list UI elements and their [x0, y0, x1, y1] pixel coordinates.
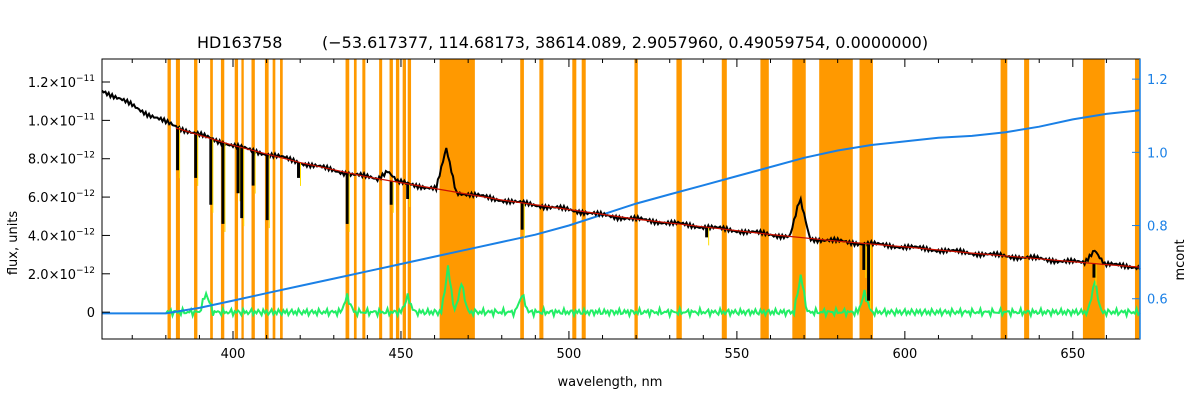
x-tick-label: 650: [1060, 347, 1085, 362]
masked-region: [272, 59, 276, 339]
y-tick-label: 6.0×10−12: [28, 189, 95, 206]
model-line: [175, 127, 1141, 268]
masked-region: [362, 59, 366, 339]
chart-subtitle: (−53.617377, 114.68173, 38614.089, 2.905…: [322, 33, 928, 52]
residual-line: [164, 265, 1141, 320]
y-tick-label: 8.0×10−12: [28, 151, 95, 168]
masked-region: [175, 59, 180, 339]
y-axis-left: 1.2×10−11 1.0×10−11 8.0×10−12 6.0×10−12 4.0×…: [28, 74, 110, 321]
y-axis-title: flux, units: [6, 211, 21, 276]
masked-region: [194, 59, 198, 339]
mcont-line: [102, 109, 1141, 315]
masked-region: [395, 59, 400, 339]
masked-region: [167, 59, 171, 339]
y-tick-label: 2.0×10−12: [28, 266, 95, 283]
masked-region: [721, 59, 727, 339]
y2-tick-label: 0.8: [1147, 220, 1168, 235]
plot-frame: [101, 58, 1141, 340]
masked-region: [353, 59, 357, 339]
x-tick-label: 550: [724, 347, 749, 362]
chart-title: HD163758: [197, 33, 282, 52]
x-tick-label: 500: [557, 347, 582, 362]
masked-region: [792, 59, 806, 339]
masked-region: [1082, 59, 1105, 339]
masked-region: [676, 59, 682, 339]
y2-tick-label: 0.6: [1147, 293, 1168, 308]
x-tick-label: 450: [389, 347, 414, 362]
y-tick-label: 1.2×10−11: [28, 74, 95, 91]
x-tick-label: 600: [892, 347, 917, 362]
y-tick-label: 1.0×10−11: [28, 112, 95, 129]
masked-region: [280, 59, 283, 339]
x-tick-label: 400: [221, 347, 246, 362]
masked-region: [379, 59, 383, 339]
masked-region: [251, 59, 255, 339]
y2-tick-label: 1.2: [1147, 73, 1168, 88]
flux-line: [101, 89, 1141, 271]
masked-region: [760, 59, 769, 339]
y2-axis-title: mcont: [1173, 239, 1188, 280]
masked-region: [234, 59, 239, 339]
masked-region: [581, 59, 586, 339]
masked-region: [1000, 59, 1008, 339]
masked-region: [439, 59, 475, 339]
masked-region: [402, 59, 407, 339]
mcont-series: [102, 109, 1141, 315]
residual-series: [164, 265, 1141, 320]
y-tick-label: 4.0×10−12: [28, 227, 95, 244]
masked-region: [819, 59, 853, 339]
masked-region: [520, 59, 524, 339]
x-axis: 400 450 500 550 600 650: [131, 59, 1141, 362]
masked-region: [1134, 59, 1140, 339]
y2-tick-label: 1.0: [1147, 146, 1168, 161]
masked-region: [634, 59, 638, 339]
y-tick-label: 0: [87, 306, 95, 321]
x-axis-title: wavelength, nm: [558, 375, 663, 390]
masked-region: [539, 59, 544, 339]
y-axis-right: 1.2 1.0 0.8 0.6: [1132, 59, 1168, 339]
model-series: [175, 127, 1141, 268]
flux-series: [101, 89, 1141, 309]
masked-region: [572, 59, 577, 339]
masked-region: [1024, 59, 1030, 339]
